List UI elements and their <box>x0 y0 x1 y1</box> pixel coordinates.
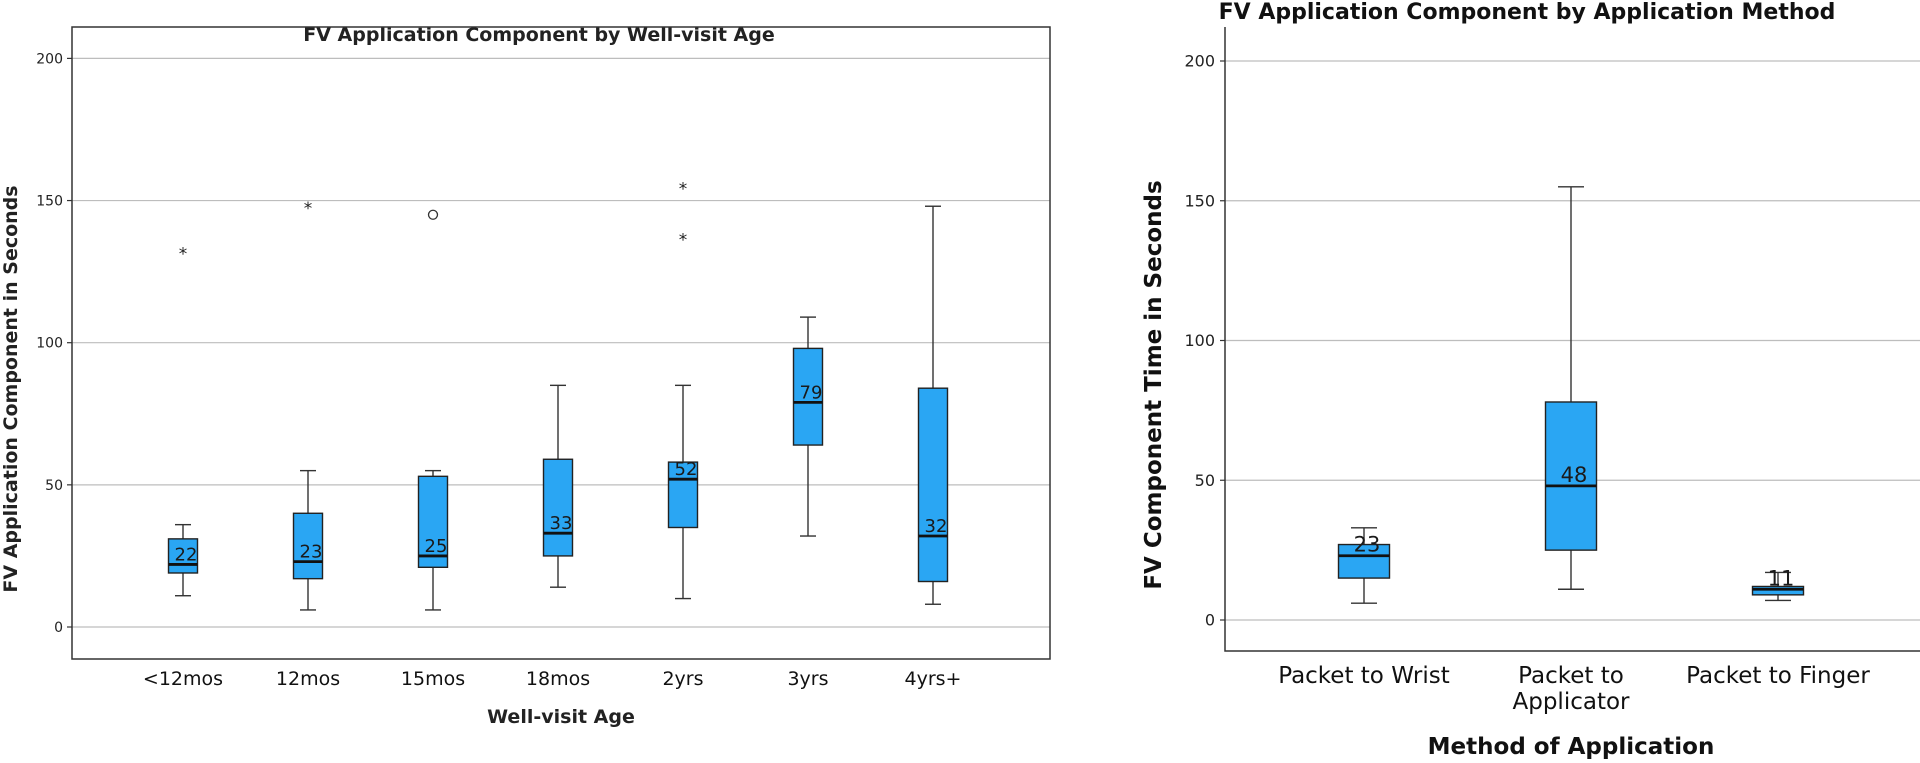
iqr-box <box>542 458 574 557</box>
x-axis-label: Method of Application <box>1428 734 1715 760</box>
box-12mos: 23 * <box>292 199 324 611</box>
median-label: 79 <box>800 382 823 403</box>
chart-title: FV Application Component by Application … <box>1219 0 1836 25</box>
x-category-label: 4yrs+ <box>905 668 962 690</box>
median-label: 11 <box>1768 566 1795 590</box>
plot-axes <box>1224 27 1920 652</box>
x-category-label: Packet to Finger <box>1686 663 1870 689</box>
x-category-label: Applicator <box>1513 689 1631 715</box>
outlier-star: * <box>679 179 688 199</box>
outlier-star: * <box>679 231 688 251</box>
y-axis-label: FV Application Component in Seconds <box>0 185 22 592</box>
x-axis-label: Well-visit Age <box>487 706 635 728</box>
box-2yrs: 52 * * <box>667 179 699 600</box>
box-packet-to-finger: 11 <box>1751 566 1805 602</box>
x-category-label: <12mos <box>143 668 223 690</box>
box-packet-to-wrist: 23 <box>1337 527 1391 604</box>
median-label: 25 <box>425 536 448 557</box>
iqr-box <box>1544 401 1598 551</box>
y-tick-label-100: 100 <box>1184 331 1215 350</box>
x-category-label: 3yrs <box>787 668 828 690</box>
median-label: 23 <box>300 542 323 563</box>
iqr-box <box>667 461 699 529</box>
median-label: 23 <box>1354 533 1381 557</box>
x-category-label: Packet to <box>1518 663 1624 689</box>
y-tick-label-200: 200 <box>36 51 63 67</box>
x-category-label: 12mos <box>276 668 340 690</box>
outlier-circle <box>427 209 439 220</box>
median-label: 48 <box>1561 463 1588 487</box>
box-packet-to-applicator: 48 <box>1544 186 1598 590</box>
y-tick-label-200: 200 <box>1184 52 1215 71</box>
box-15mos: 25 <box>417 209 449 611</box>
y-tick-label-0: 0 <box>54 620 63 636</box>
y-tick-label-100: 100 <box>36 336 63 352</box>
y-tick-label-150: 150 <box>1184 191 1215 210</box>
x-category-label: Packet to Wrist <box>1278 663 1450 689</box>
plot-frame <box>71 26 1051 660</box>
box-18mos: 33 <box>542 384 574 588</box>
outlier-star: * <box>179 245 188 265</box>
median-label: 33 <box>550 513 573 534</box>
chart-title: FV Application Component by Well-visit A… <box>303 24 774 46</box>
box-3yrs: 79 <box>792 316 824 537</box>
iqr-box <box>417 475 449 568</box>
y-tick-label-150: 150 <box>36 193 63 209</box>
median-label: 32 <box>925 516 948 537</box>
y-tick-label-50: 50 <box>45 478 63 494</box>
iqr-box <box>1337 543 1391 579</box>
y-axis-label: FV Component Time in Seconds <box>1141 180 1167 589</box>
iqr-box <box>292 512 324 580</box>
chart-well-visit-age: FV Application Component by Well-visit A… <box>0 24 1051 728</box>
outlier-star: * <box>304 199 313 219</box>
x-category-label: 15mos <box>401 668 465 690</box>
chart-application-method: FV Application Component by Application … <box>1141 0 1920 760</box>
x-category-label: 18mos <box>526 668 590 690</box>
x-category-label: 2yrs <box>662 668 703 690</box>
iqr-box <box>167 538 199 574</box>
iqr-box <box>792 347 824 446</box>
box-4yrs-: 32 <box>917 205 949 605</box>
median-label: 52 <box>675 459 698 480</box>
y-tick-label-50: 50 <box>1195 471 1215 490</box>
iqr-box <box>917 387 949 583</box>
box--12mos: 22 * <box>167 245 199 597</box>
y-tick-label-0: 0 <box>1205 611 1215 630</box>
median-label: 22 <box>175 544 198 565</box>
